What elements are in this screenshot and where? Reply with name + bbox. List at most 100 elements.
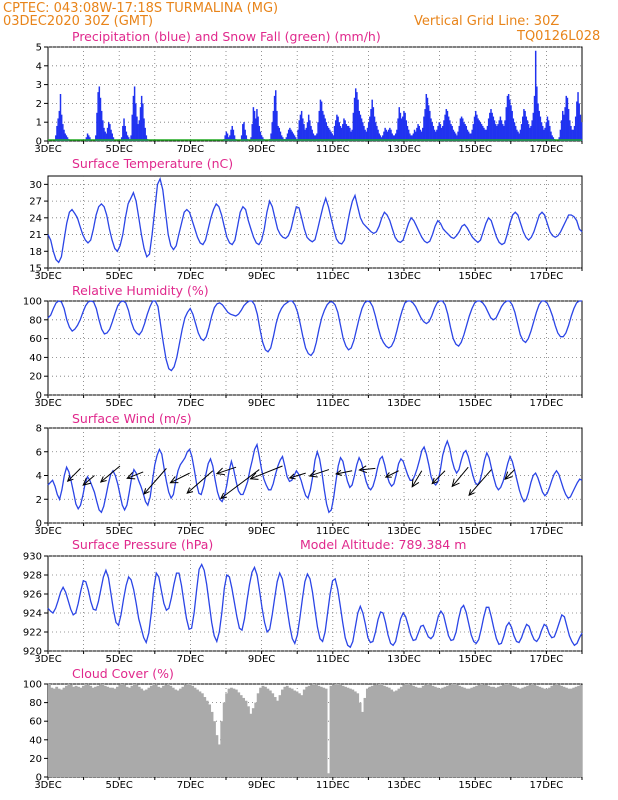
cloud-bar — [329, 685, 333, 777]
cloud-bar — [322, 687, 326, 777]
wind-vector — [504, 469, 516, 480]
cloud-bar — [327, 773, 330, 777]
cloud-bar — [353, 691, 357, 777]
precip-bar — [545, 122, 548, 141]
precip-bar — [318, 110, 321, 141]
cloud-bar — [62, 687, 66, 777]
precip-bar — [313, 135, 316, 141]
precip-bar — [454, 133, 457, 141]
precip-bar — [464, 124, 466, 141]
precip-bar — [444, 114, 446, 141]
precip-bar — [450, 124, 452, 141]
wind-vector-head — [468, 489, 475, 497]
panel-precip: 0 1 2 3 4 5 3DEC 5DEC 7DEC 9DEC 11DEC 13DEC 15DEC 17D… — [34, 29, 583, 155]
x-tick-label: 5DEC — [106, 144, 133, 155]
precip-bar — [138, 120, 141, 141]
y-tick-label: 20 — [29, 754, 42, 765]
cloud-bar — [436, 687, 440, 777]
cloud-bar — [118, 684, 122, 777]
cloud-bar — [574, 686, 578, 777]
precip-bar — [225, 131, 228, 141]
y-tick-label: 21 — [29, 230, 42, 241]
x-tick-label: 9DEC — [248, 654, 275, 665]
precip-bar — [300, 110, 303, 141]
cloud-bar — [50, 687, 54, 777]
precip-bar — [342, 124, 344, 141]
precip-bar — [576, 101, 578, 141]
precip-bar — [409, 133, 411, 141]
precip-bar — [360, 118, 363, 141]
cloud-bar — [501, 684, 505, 777]
cloud-bar — [538, 686, 542, 777]
precip-bar — [530, 125, 532, 141]
precip-bar — [344, 120, 346, 141]
precip-bar — [430, 118, 432, 141]
y-tick-label: 922 — [23, 628, 42, 639]
y-tick-label: 928 — [23, 571, 42, 582]
precip-bar — [66, 137, 69, 141]
precip-bar — [102, 120, 104, 141]
y-tick-label: 60 — [29, 334, 42, 345]
precip-bar — [579, 114, 582, 141]
precip-bar — [420, 131, 423, 141]
cloud-bar — [213, 721, 216, 777]
precip-bar — [111, 133, 113, 141]
cloud-bar — [351, 689, 355, 777]
x-tick-label: 15DEC — [458, 271, 492, 282]
cloud-bar — [577, 685, 580, 777]
precip-bar — [366, 127, 369, 141]
cloud-bar — [543, 688, 546, 777]
cloud-bar — [511, 685, 515, 777]
cloud-bar — [310, 684, 313, 777]
precip-bar — [511, 110, 513, 141]
cloud-bar — [179, 688, 182, 777]
y-tick-label: 18 — [29, 247, 42, 258]
x-tick-label: 5DEC — [106, 398, 133, 409]
x-tick-label: 7DEC — [177, 144, 204, 155]
precip-bar — [354, 88, 357, 141]
precip-bar — [362, 122, 364, 141]
cloud-bar — [346, 687, 350, 777]
y-tick-label: 3 — [36, 80, 42, 91]
precip-bar — [442, 125, 444, 141]
station-title: CPTEC: 043:08W-17:18S TURMALINA (MG) — [3, 1, 278, 16]
precip-bar — [297, 129, 299, 141]
cloud-bar — [232, 688, 236, 777]
cloud-bar — [64, 685, 68, 777]
precip-bar — [306, 122, 309, 141]
cloud-bar — [514, 686, 517, 777]
cloud-bar — [579, 684, 583, 777]
wind-vector-head — [186, 487, 194, 494]
precip-bar — [419, 129, 422, 141]
wind-vector-head — [308, 470, 318, 478]
precip-bar — [359, 114, 362, 141]
cloud-bar — [159, 687, 163, 777]
cloud-bar — [548, 687, 551, 777]
precip-bar — [109, 124, 111, 141]
precip-bar — [539, 116, 542, 141]
wind-vector — [411, 470, 423, 488]
precip-bar — [546, 116, 549, 141]
wind-vector — [220, 469, 260, 499]
precip-bar — [324, 118, 326, 141]
precip-bar — [243, 122, 245, 141]
precip-bar — [298, 120, 301, 141]
wind-vector-head — [126, 472, 136, 480]
cloud-bar — [264, 686, 267, 777]
precip-bar — [86, 133, 89, 141]
precip-bar — [404, 112, 406, 141]
panel-title: Surface Wind (m/s) — [72, 411, 192, 426]
precip-bar — [396, 129, 398, 141]
precip-bar — [135, 103, 137, 141]
precip-bar — [558, 137, 560, 141]
precip-bar — [491, 112, 493, 141]
precip-bar — [440, 127, 443, 141]
precip-bar — [564, 107, 566, 141]
precip-bar — [89, 137, 91, 141]
precip-bar — [574, 116, 577, 141]
cloud-bar — [108, 687, 112, 777]
precip-bar — [416, 127, 418, 141]
precip-bar — [460, 116, 463, 141]
cloud-bar — [397, 688, 401, 777]
cloud-bar — [472, 686, 476, 777]
